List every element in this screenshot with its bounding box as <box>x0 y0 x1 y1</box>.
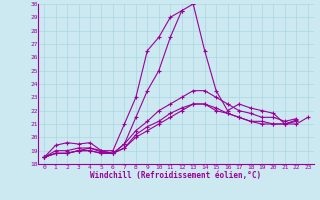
X-axis label: Windchill (Refroidissement éolien,°C): Windchill (Refroidissement éolien,°C) <box>91 171 261 180</box>
